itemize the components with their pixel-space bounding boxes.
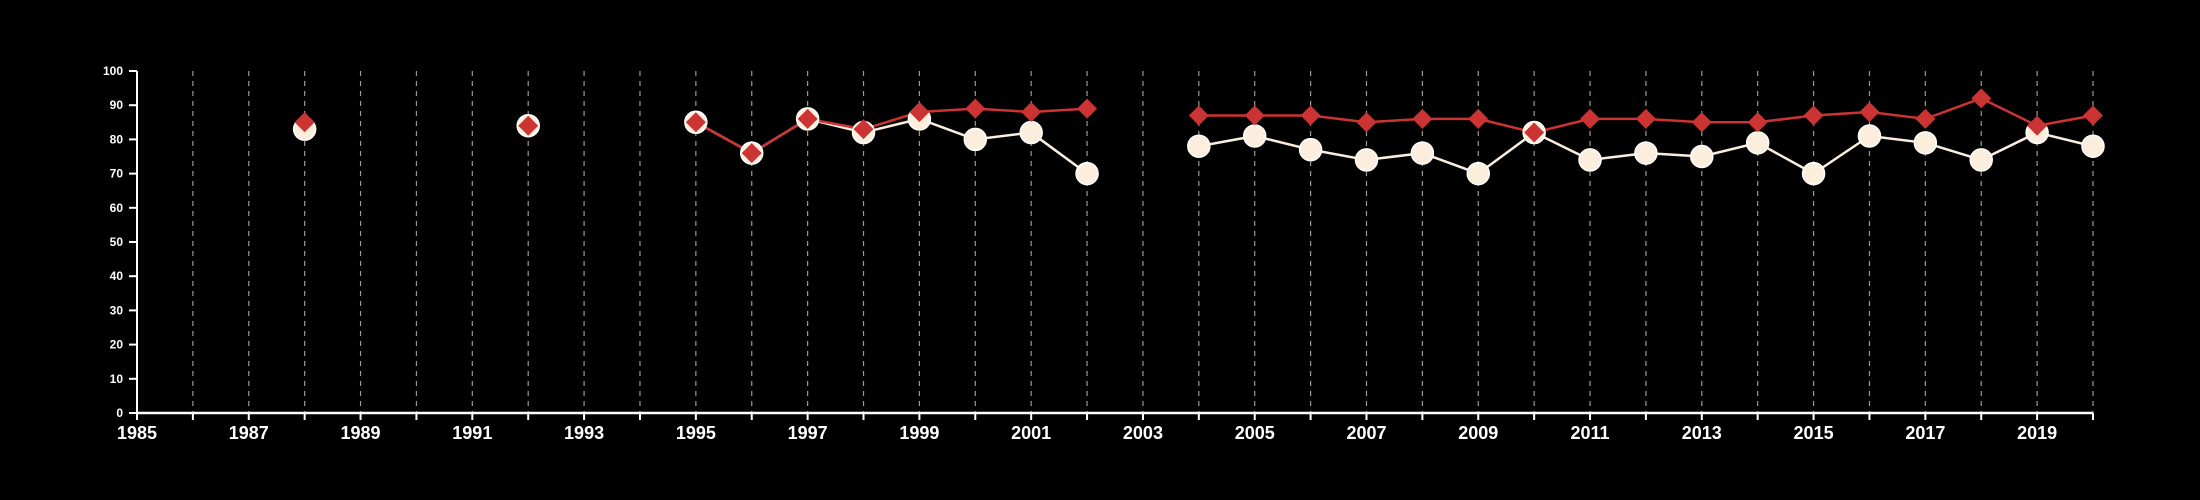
series-layer (292, 88, 2105, 186)
x-tick-label: 2001 (1011, 423, 1051, 443)
series-2-point (1971, 88, 1992, 109)
series-2-segment (1757, 114, 1814, 124)
x-tick-label: 2019 (2017, 423, 2057, 443)
x-tick-label: 1985 (117, 423, 157, 443)
x-tick-label: 2007 (1346, 423, 1386, 443)
x-tick-label: 2009 (1458, 423, 1498, 443)
y-tick-label: 30 (110, 303, 124, 317)
series-1-point (1466, 161, 1491, 186)
x-tick-label: 1995 (676, 423, 716, 443)
x-tick-label: 1997 (788, 423, 828, 443)
x-tick-label: 2011 (1570, 423, 1609, 443)
series-2-point (1859, 102, 1880, 123)
series-2-segment (1869, 110, 1926, 121)
y-tick-label: 40 (110, 269, 124, 283)
series-2-point (1524, 122, 1545, 143)
series-2-point (853, 119, 874, 140)
y-tick-label: 100 (103, 64, 123, 78)
series-2-point (1244, 105, 1265, 126)
series-2-point (1803, 105, 1824, 126)
series-2-point (1412, 108, 1433, 129)
y-tick-label: 10 (110, 372, 124, 386)
series-1-point (1187, 134, 1211, 158)
series-2-point (2027, 115, 2048, 136)
series-1-point (1690, 144, 1714, 169)
series-2-segment (1310, 114, 1367, 124)
series-1-point (1298, 137, 1323, 162)
series-2-point (1747, 112, 1768, 133)
x-tick-label: 1991 (452, 423, 492, 443)
series-2-segment (1924, 97, 1982, 121)
x-tick-label: 1989 (341, 423, 381, 443)
series-1-point (2081, 134, 2105, 158)
series-2-point (1691, 112, 1712, 133)
x-tick-label: 1993 (564, 423, 604, 443)
series-2-point (909, 102, 930, 123)
series-2-point (1356, 112, 1377, 133)
series-2-point (685, 112, 706, 133)
y-tick-label: 20 (110, 338, 124, 352)
series-2-point (2083, 105, 2103, 126)
series-2-point (294, 112, 315, 133)
series-2-point (1580, 108, 1601, 129)
series-1-point (1913, 131, 1938, 155)
series-1-point (1019, 120, 1043, 145)
series-1-point (1578, 148, 1602, 172)
series-1-point (1969, 148, 1993, 172)
series-2-point (1188, 105, 1209, 126)
series-1-point (1242, 124, 1267, 148)
series-1-point (1075, 161, 1099, 186)
x-tick-label: 2013 (1682, 423, 1722, 443)
series-2-point (1468, 108, 1489, 129)
y-tick-label: 80 (110, 132, 124, 146)
x-tick-label: 2005 (1235, 423, 1275, 443)
series-1-point (1354, 148, 1379, 172)
y-tick-label: 90 (110, 98, 124, 112)
grid-lines (192, 71, 2094, 413)
series-1-point (963, 127, 988, 152)
series-1-point (1801, 161, 1826, 186)
x-tick-label: 2015 (1794, 423, 1834, 443)
axes: 1985 1987 1989 1991 1993 1995 1997 1999 2001 2003… (103, 64, 2094, 443)
series-2-segment (2036, 114, 2094, 127)
series-2-point (1077, 98, 1098, 119)
y-tick-label: 70 (110, 167, 124, 181)
series-1-point (1745, 131, 1770, 155)
x-tick-label: 1987 (229, 423, 269, 443)
series-2-point (965, 98, 986, 119)
x-tick-label: 2003 (1123, 423, 1163, 443)
series-1-point (1410, 141, 1435, 165)
x-tick-label: 1999 (899, 423, 939, 443)
x-tick-label: 2017 (1905, 423, 1945, 443)
series-2-point (1915, 108, 1936, 129)
series-2-point (1021, 102, 1042, 123)
series-2-point (1635, 108, 1656, 129)
series-2-segment (1980, 97, 2038, 127)
series-1-point (1634, 141, 1658, 165)
series-2-point (741, 143, 762, 164)
y-tick-label: 0 (116, 406, 123, 420)
y-tick-label: 50 (110, 235, 124, 249)
series-1-point (1857, 124, 1882, 148)
series-2-point (1300, 105, 1321, 126)
series-2-point (518, 115, 539, 136)
series-2-point (797, 108, 818, 129)
y-tick-label: 60 (110, 201, 124, 215)
